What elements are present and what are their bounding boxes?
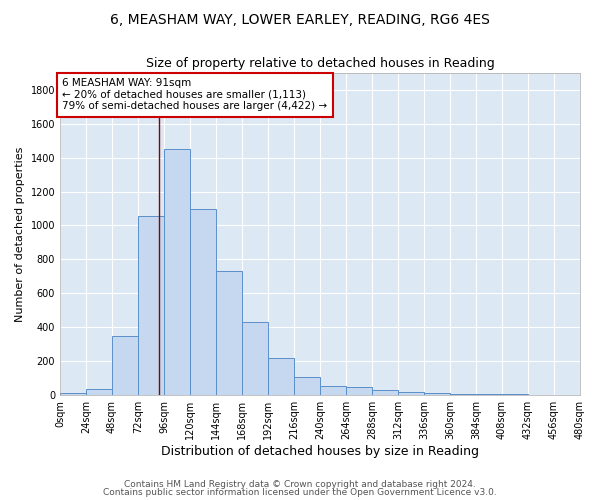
Bar <box>164 150 190 395</box>
Y-axis label: Number of detached properties: Number of detached properties <box>15 146 25 322</box>
Text: Contains public sector information licensed under the Open Government Licence v3: Contains public sector information licen… <box>103 488 497 497</box>
Bar <box>346 387 372 395</box>
Bar <box>138 216 164 395</box>
Bar <box>242 322 268 395</box>
Bar <box>268 358 294 395</box>
Text: 6 MEASHAM WAY: 91sqm
← 20% of detached houses are smaller (1,113)
79% of semi-de: 6 MEASHAM WAY: 91sqm ← 20% of detached h… <box>62 78 328 112</box>
Bar <box>216 271 242 395</box>
Title: Size of property relative to detached houses in Reading: Size of property relative to detached ho… <box>146 58 494 70</box>
X-axis label: Distribution of detached houses by size in Reading: Distribution of detached houses by size … <box>161 444 479 458</box>
Bar <box>450 394 476 395</box>
Bar <box>476 394 502 395</box>
Bar <box>398 392 424 395</box>
Bar <box>294 377 320 395</box>
Bar <box>372 390 398 395</box>
Bar <box>320 386 346 395</box>
Bar <box>60 393 86 395</box>
Bar <box>86 389 112 395</box>
Bar <box>424 393 450 395</box>
Bar <box>190 210 216 395</box>
Bar <box>112 336 138 395</box>
Text: Contains HM Land Registry data © Crown copyright and database right 2024.: Contains HM Land Registry data © Crown c… <box>124 480 476 489</box>
Text: 6, MEASHAM WAY, LOWER EARLEY, READING, RG6 4ES: 6, MEASHAM WAY, LOWER EARLEY, READING, R… <box>110 12 490 26</box>
